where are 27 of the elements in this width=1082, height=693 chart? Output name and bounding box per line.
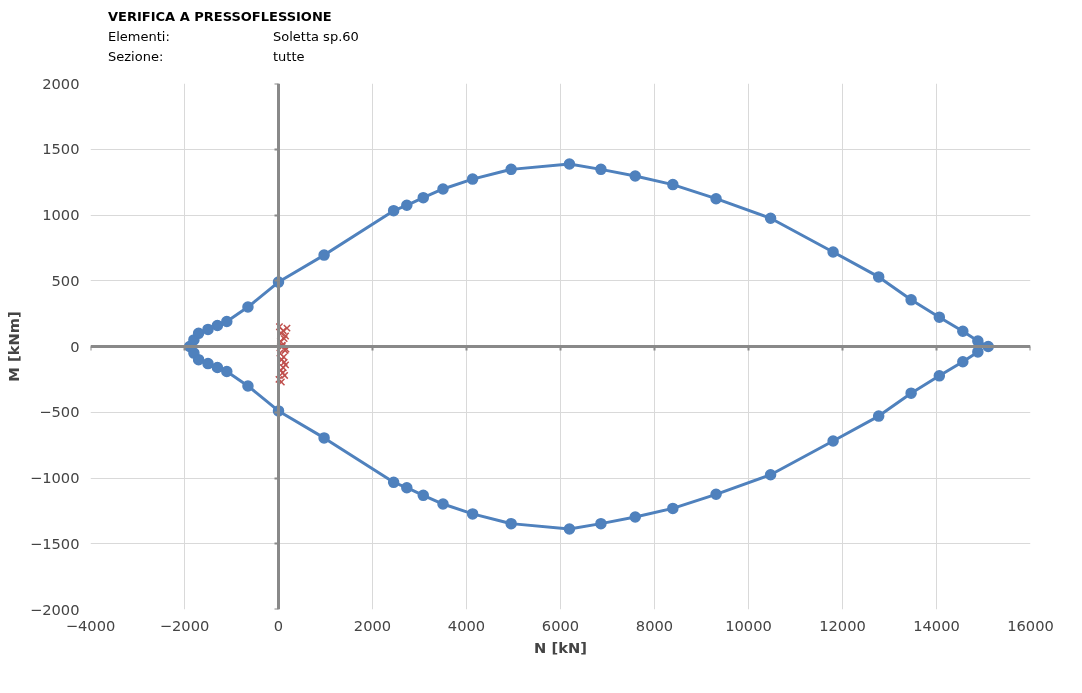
y-tick-label: −1500 — [29, 534, 80, 552]
x-tick-label: −4000 — [65, 616, 116, 634]
x-tick-label: 14000 — [913, 616, 960, 634]
x-tick-label: 16000 — [1007, 616, 1054, 634]
y-tick-label: −1000 — [29, 469, 80, 486]
y-tick-label: 1000 — [42, 206, 80, 223]
x-tick-label: 6000 — [541, 616, 580, 634]
y-axis-title: M [kNm] — [4, 311, 22, 382]
y-tick-label: 1500 — [42, 140, 80, 158]
y-tick-label: −2000 — [29, 600, 80, 618]
text: Soletta sp.60 — [273, 28, 359, 46]
x-tick-label: 10000 — [725, 616, 772, 634]
y-tick-label: 0 — [70, 337, 80, 355]
x-axis-title: N [kN] — [534, 638, 587, 656]
chart-title: VERIFICA A PRESSOFLESSIONE — [108, 8, 332, 26]
text: tutte — [273, 48, 305, 66]
x-tick-label: −2000 — [159, 616, 210, 634]
x-tick-label: 8000 — [635, 616, 674, 634]
x-tick-label: 0 — [273, 616, 284, 634]
text: Elementi: — [108, 28, 170, 46]
text: Sezione: — [108, 48, 164, 66]
x-tick-label: 12000 — [819, 616, 866, 634]
x-tick-label: 2000 — [353, 616, 392, 634]
y-tick-label: 2000 — [42, 74, 80, 92]
y-tick-label: −500 — [39, 403, 80, 421]
x-tick-label: 4000 — [447, 616, 486, 634]
y-tick-label: 500 — [51, 271, 80, 289]
